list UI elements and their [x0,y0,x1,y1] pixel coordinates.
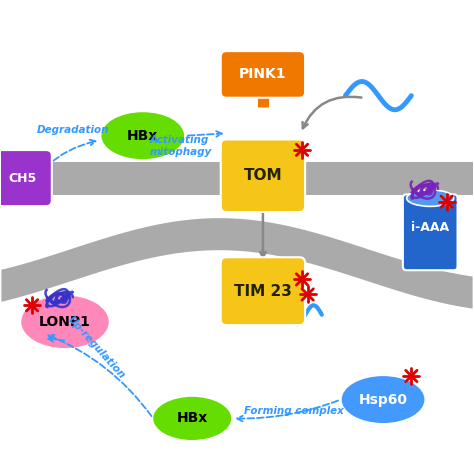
Ellipse shape [152,396,232,441]
Text: i-AAA: i-AAA [411,221,449,234]
Text: TIM 23: TIM 23 [234,284,292,299]
Ellipse shape [341,375,426,424]
Text: TOM: TOM [244,168,282,183]
Text: CH5: CH5 [9,172,36,184]
FancyBboxPatch shape [403,194,457,270]
Polygon shape [1,162,473,195]
Polygon shape [1,218,473,309]
Ellipse shape [100,111,185,160]
Text: PINK1: PINK1 [239,67,287,82]
Ellipse shape [407,190,454,206]
Text: Activating
mitophagy: Activating mitophagy [150,135,212,156]
Ellipse shape [20,294,110,349]
FancyBboxPatch shape [221,257,305,325]
Text: HBx: HBx [177,411,208,426]
Text: Forming complex: Forming complex [244,406,344,416]
FancyBboxPatch shape [221,139,305,212]
Text: HBx: HBx [127,128,158,143]
Text: Hsp60: Hsp60 [358,392,408,407]
Text: LONP1: LONP1 [39,315,91,329]
Text: Degradation: Degradation [36,125,109,136]
FancyBboxPatch shape [0,150,52,206]
FancyBboxPatch shape [221,51,305,98]
Text: Up-regulation: Up-regulation [65,314,126,380]
